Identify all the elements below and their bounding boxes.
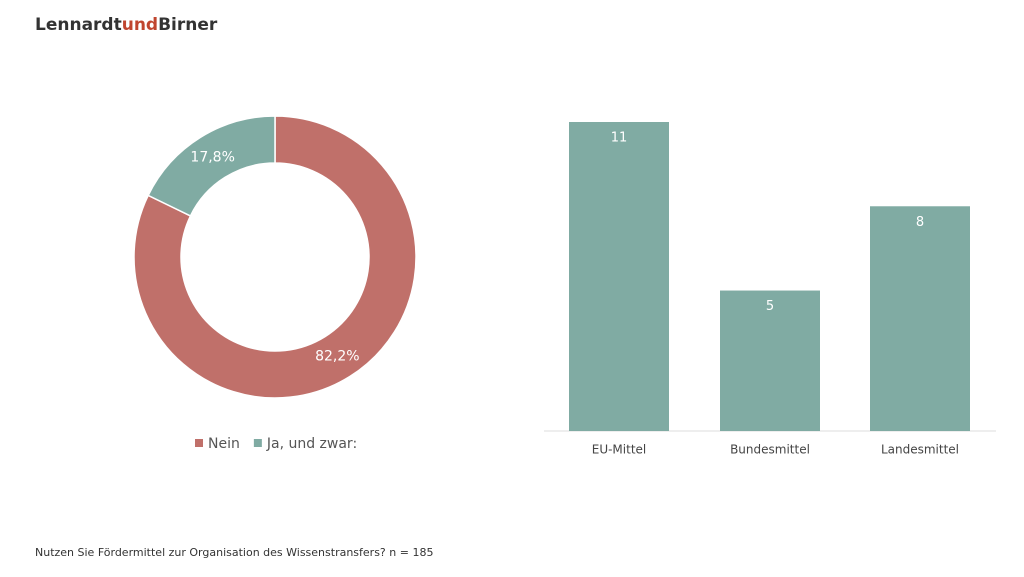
bar [870, 206, 970, 431]
legend-label: Nein [208, 436, 240, 452]
donut-slice [147, 115, 276, 217]
x-tick-label: Landesmittel [881, 443, 959, 457]
x-tick-label: EU-Mittel [592, 443, 647, 457]
bar [569, 122, 669, 431]
logo-part: und [122, 15, 158, 35]
footnote: Nutzen Sie Fördermittel zur Organisation… [35, 546, 433, 559]
bar-value-label: 5 [766, 299, 774, 314]
slice-label: 82,2% [315, 349, 359, 365]
donut-slice [133, 115, 417, 399]
legend-label: Ja, und zwar: [266, 436, 357, 452]
bar-value-label: 8 [916, 215, 924, 230]
bar-value-label: 11 [611, 131, 628, 146]
legend-swatch [195, 439, 203, 447]
x-tick-label: Bundesmittel [730, 443, 810, 457]
slice-label: 17,8% [190, 149, 234, 165]
legend-swatch [253, 439, 262, 447]
logo-part: Lennardt [35, 15, 122, 35]
logo: LennardtundBirner [35, 15, 218, 35]
logo-part: Birner [158, 15, 218, 35]
bar [720, 290, 820, 431]
